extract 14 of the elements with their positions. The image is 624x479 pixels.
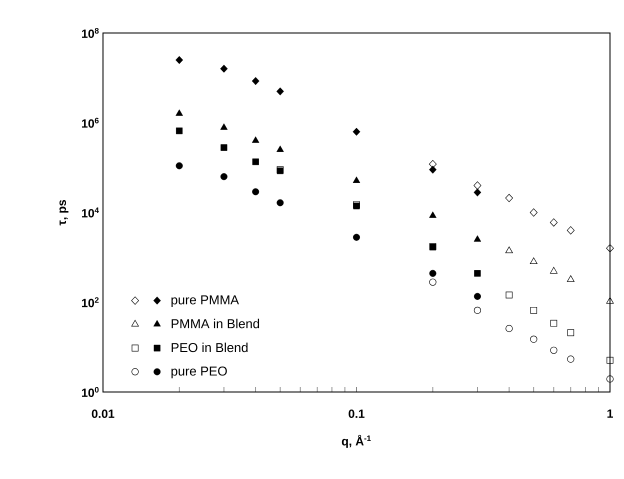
legend-label: pure PEO <box>171 366 227 378</box>
y-tick-label: 10$^{4}$ <box>82 208 99 218</box>
x-tick-label: 0.01 <box>92 410 114 418</box>
legend-label: pure PMMA <box>171 295 239 307</box>
legend-label: PMMA in Blend <box>172 318 260 328</box>
x-tick-label: 1 <box>607 410 613 418</box>
y-tick-label: 10$^{0}$ <box>82 386 99 397</box>
x-tick-label: 0.1 <box>348 410 364 418</box>
y-tick-label: 10$^{8}$ <box>82 28 99 38</box>
y-tick-label: 10$^{6}$ <box>82 118 99 128</box>
legend-label: PEO in Blend <box>172 342 248 352</box>
y-tick-label: 10$^{2}$ <box>82 297 99 308</box>
x-axis-title: q, Å$^{-1}$ <box>342 434 371 448</box>
y-axis-title: τ, ps <box>59 200 68 226</box>
